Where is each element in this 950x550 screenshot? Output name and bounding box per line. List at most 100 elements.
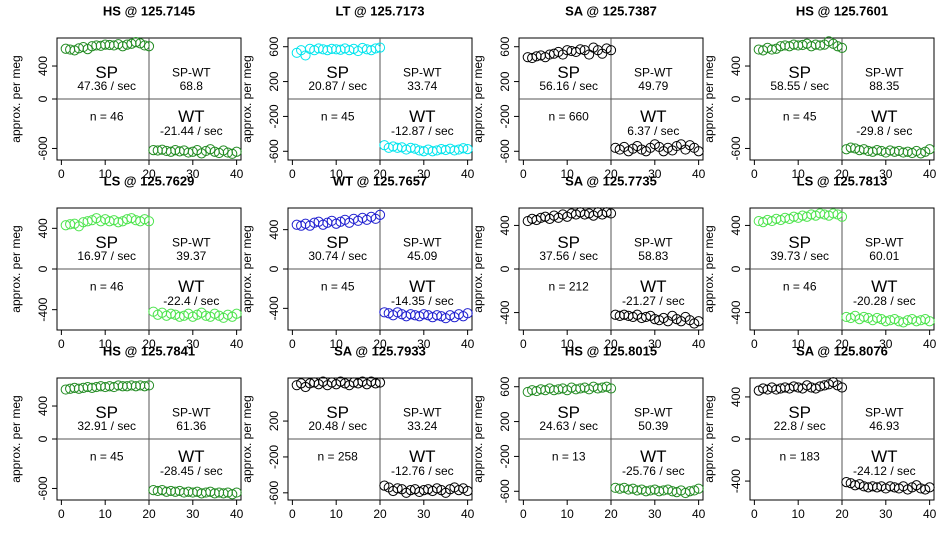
annotation-spwt-value: 88.35 [869,79,899,93]
annotation-wt-rate: 6.37 / sec [627,124,679,138]
x-tick-label: 0 [751,337,758,351]
annotation-spwt: SP-WT [172,406,211,420]
x-tick-label: 0 [751,507,758,521]
y-tick-label: 600 [498,376,512,396]
x-tick-label: 40 [692,167,706,181]
point [231,487,242,498]
annotation-n: n = 212 [548,279,589,293]
point [605,383,617,394]
x-tick-label: 0 [520,507,527,521]
annotation-spwt-value: 50.39 [638,419,668,433]
point [836,382,848,393]
x-tick-label: 30 [879,337,893,351]
annotation-sp: SP [326,63,349,82]
x-tick-label: 0 [58,167,65,181]
x-tick-label: 0 [289,337,296,351]
annotation-sp: SP [557,233,580,252]
annotation-wt-rate: -14.35 / sec [391,294,454,308]
y-tick-label: -600 [267,480,281,504]
point [431,483,443,494]
annotation-spwt: SP-WT [865,66,904,80]
point [462,144,473,155]
point [143,41,155,52]
x-tick-label: 0 [520,337,527,351]
y-tick-label: 0 [498,265,512,272]
annotation-sp: SP [788,233,811,252]
annotation-sp-rate: 16.97 / sec [77,249,136,263]
point [165,308,177,319]
y-axis-label: approx. per meg [9,55,23,142]
annotation-sp: SP [788,403,811,422]
point [231,308,242,319]
y-tick-label: 400 [36,218,50,238]
x-tick-label: 30 [648,507,662,521]
x-tick-label: 0 [58,507,65,521]
annotation-sp: SP [95,403,118,422]
annotation-wt-rate: -21.27 / sec [622,294,685,308]
y-tick-label: 200 [267,411,281,431]
x-tick-label: 10 [99,167,113,181]
x-tick-label: 30 [186,167,200,181]
point [689,485,700,496]
y-tick-label: 400 [729,215,743,235]
annotation-sp-rate: 39.73 / sec [770,249,829,263]
annotation-sp: SP [557,403,580,422]
point [766,44,778,55]
x-tick-label: 40 [230,507,244,521]
annotation-spwt-value: 33.74 [407,79,437,93]
point [374,377,386,388]
annotation-n: n = 46 [90,279,124,293]
point [601,207,612,218]
x-tick-label: 10 [99,337,113,351]
y-axis-label: approx. per meg [240,395,254,482]
panel-title: SA @ 125.7933 [334,343,426,358]
panel-title: SA @ 125.8076 [796,343,888,358]
point [871,312,883,324]
annotation-sp-rate: 32.91 / sec [77,419,136,433]
annotation-sp-rate: 24.63 / sec [539,419,598,433]
x-tick-label: 10 [792,507,806,521]
x-tick-label: 10 [330,167,344,181]
annotation-sp-rate: 37.56 / sec [539,249,598,263]
annotation-wt: WT [640,277,666,296]
x-tick-label: 40 [461,167,475,181]
y-tick-label: -600 [267,139,281,163]
point [370,43,381,54]
annotation-wt: WT [178,277,204,296]
point [370,378,381,389]
annotation-wt-rate: -28.45 / sec [160,464,223,478]
panel-title: SA @ 125.7735 [565,173,657,188]
x-tick-label: 0 [289,507,296,521]
panel-title: LT @ 125.7173 [335,3,424,18]
y-tick-label: 400 [36,56,50,76]
point [392,307,403,318]
annotation-sp-rate: 58.55 / sec [770,79,829,93]
panel-title: WT @ 125.7657 [333,173,427,188]
y-axis-label: approx. per meg [471,225,485,312]
y-axis-label: approx. per meg [471,55,485,142]
point [335,376,346,387]
annotation-spwt-value: 33.24 [407,419,437,433]
x-tick-label: 10 [99,507,113,521]
annotation-wt-rate: -24.12 / sec [853,464,916,478]
y-tick-label: 0 [729,265,743,272]
point [458,143,469,154]
annotation-spwt: SP-WT [403,236,442,250]
point [601,43,612,54]
annotation-sp: SP [95,63,118,82]
x-tick-label: 30 [648,337,662,351]
point [139,381,150,392]
x-tick-label: 40 [923,167,937,181]
x-tick-label: 0 [751,167,758,181]
annotation-wt-rate: -25.76 / sec [622,464,685,478]
x-tick-label: 20 [142,167,156,181]
annotation-sp-rate: 47.36 / sec [77,79,136,93]
annotation-wt-rate: -22.4 / sec [163,294,219,308]
point [828,208,839,219]
point [82,216,93,227]
panel-title: HS @ 125.7145 [103,3,195,18]
point [418,309,429,320]
x-tick-label: 40 [923,337,937,351]
x-tick-label: 20 [373,167,387,181]
